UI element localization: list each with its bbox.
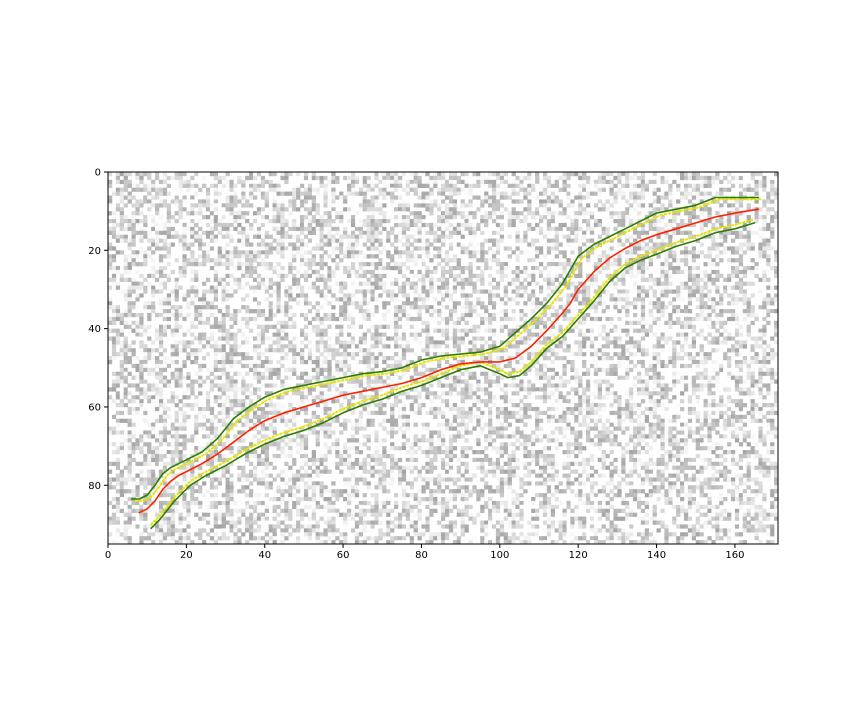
x-tick-label: 100 <box>490 550 509 561</box>
series-line-center <box>138 208 760 514</box>
x-tick-label: 80 <box>415 550 428 561</box>
y-tick-label: 80 <box>88 481 101 492</box>
noise-pixels <box>108 172 778 544</box>
series-line-upper-edge-dotted <box>134 198 764 502</box>
x-tick-label: 140 <box>647 550 666 561</box>
background-noise-image <box>108 172 778 544</box>
x-tick-label: 0 <box>105 550 111 561</box>
y-tick-label: 60 <box>88 402 101 413</box>
y-tick-label: 40 <box>88 324 101 335</box>
y-tick-label: 20 <box>88 246 101 257</box>
y-tick-label: 0 <box>95 168 101 179</box>
x-tick-label: 20 <box>180 550 193 561</box>
x-tick-label: 120 <box>569 550 588 561</box>
x-tick-label: 160 <box>725 550 744 561</box>
x-tick-label: 60 <box>337 550 350 561</box>
axes-frame <box>107 171 779 545</box>
x-axis: 0 20 40 60 80 100 120 140 160 <box>105 544 744 561</box>
series-line-lower-edge <box>150 222 756 530</box>
series-line-lower-edge-dotted <box>150 218 756 526</box>
series-layer <box>130 196 764 530</box>
plot-area <box>107 171 779 545</box>
y-axis: 0 20 40 60 80 <box>88 168 108 492</box>
x-tick-label: 40 <box>258 550 271 561</box>
series-line-upper-edge <box>130 196 760 500</box>
